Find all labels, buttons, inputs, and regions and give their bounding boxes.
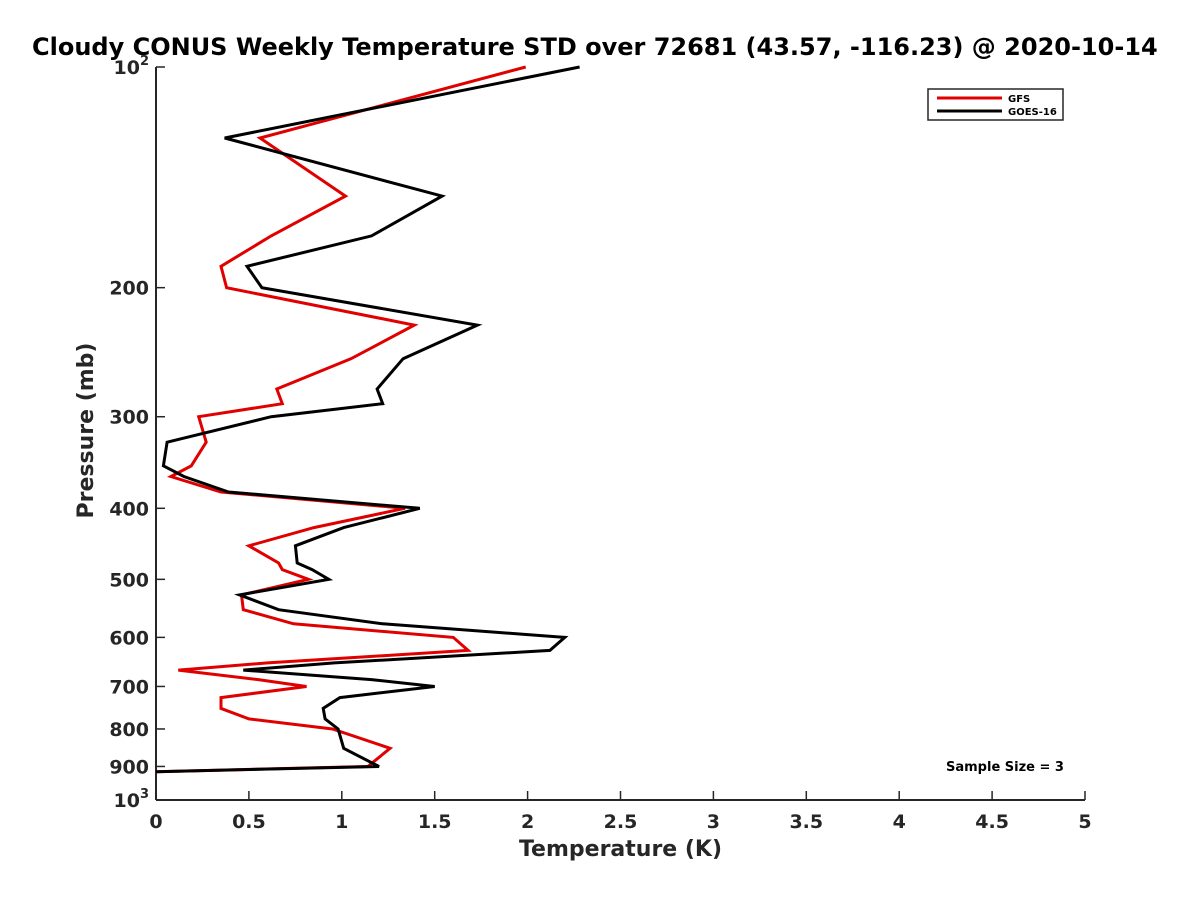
legend-label: GOES-16 xyxy=(1008,107,1057,118)
y-axis-label: Pressure (mb) xyxy=(74,343,99,519)
y-tick-base: 10 xyxy=(114,57,140,79)
y-tick-exponent: 2 xyxy=(140,54,149,69)
series-layer xyxy=(155,65,580,774)
x-tick-label: 4.5 xyxy=(975,811,1009,833)
x-tick-label: 2 xyxy=(521,811,534,833)
x-tick-label: 1 xyxy=(335,811,348,833)
legend-label: GFS xyxy=(1008,94,1030,105)
y-tick-label: 103 xyxy=(114,787,150,812)
x-tick-label: 2.5 xyxy=(604,811,638,833)
y-tick-base: 10 xyxy=(114,790,140,812)
x-tick-label: 1.5 xyxy=(418,811,452,833)
x-tick-label: 3.5 xyxy=(789,811,823,833)
y-tick-label: 800 xyxy=(109,719,149,741)
x-tick-label: 0.5 xyxy=(232,811,266,833)
x-tick-label: 4 xyxy=(893,811,906,833)
sample-size-annotation: Sample Size = 3 xyxy=(946,760,1064,775)
y-tick-exponent: 3 xyxy=(140,787,149,802)
x-tick-label: 5 xyxy=(1078,811,1091,833)
x-tick-label: 3 xyxy=(707,811,720,833)
chart-title: Cloudy CONUS Weekly Temperature STD over… xyxy=(32,33,1158,61)
x-axis-label: Temperature (K) xyxy=(519,837,722,862)
series-line-gfs xyxy=(155,65,527,774)
y-tick-label: 200 xyxy=(109,278,149,300)
x-tick-label: 0 xyxy=(149,811,162,833)
legend: GFS GOES-16 xyxy=(927,88,1064,121)
y-tick-label: 300 xyxy=(109,407,149,429)
y-tick-label: 500 xyxy=(109,569,149,591)
x-ticks: 0 0.5 1 1.5 2 2.5 3 3.5 4 4.5 5 xyxy=(149,791,1092,833)
legend-box xyxy=(927,88,1064,121)
y-tick-label: 400 xyxy=(109,498,149,520)
series-line-goes-16 xyxy=(155,65,580,774)
y-tick-label: 102 xyxy=(114,54,150,79)
y-tick-label: 700 xyxy=(109,676,149,698)
y-tick-label: 600 xyxy=(109,627,149,649)
y-tick-label: 900 xyxy=(109,756,149,778)
